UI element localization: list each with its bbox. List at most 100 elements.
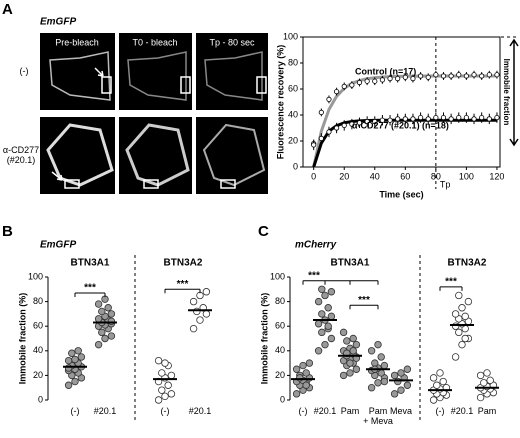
significance-label: *** bbox=[445, 276, 457, 287]
data-point bbox=[68, 349, 76, 357]
data-point bbox=[402, 116, 408, 122]
y-tick-label: 100 bbox=[270, 271, 285, 281]
data-point bbox=[417, 73, 424, 79]
group-title: BTN3A1 bbox=[71, 258, 110, 269]
data-point bbox=[374, 340, 382, 349]
data-point bbox=[94, 315, 103, 323]
data-point bbox=[314, 297, 323, 306]
group-title: BTN3A1 bbox=[331, 258, 370, 269]
data-point bbox=[456, 72, 462, 78]
data-point bbox=[98, 307, 106, 316]
significance-label: *** bbox=[308, 270, 320, 281]
data-point bbox=[94, 340, 103, 349]
data-point bbox=[327, 334, 336, 343]
y-axis-label: Immobile fraction (%) bbox=[259, 293, 269, 385]
data-point bbox=[486, 376, 494, 385]
x-tick-label: 60 bbox=[400, 171, 410, 181]
data-point bbox=[64, 381, 73, 389]
data-point bbox=[440, 73, 447, 79]
data-point bbox=[379, 117, 386, 123]
images-title: EmGFP bbox=[40, 17, 76, 28]
category-label: Pam + Meva bbox=[363, 406, 393, 426]
data-point bbox=[372, 78, 378, 84]
data-point bbox=[326, 129, 332, 135]
y-tick-label: 60 bbox=[275, 321, 285, 331]
category-label: #20.1 bbox=[93, 406, 117, 416]
data-point bbox=[327, 312, 336, 321]
y-tick-label: 40 bbox=[288, 109, 298, 119]
data-point bbox=[486, 116, 492, 122]
row-label: α-CD277 (#20.1) bbox=[2, 145, 40, 165]
data-point bbox=[333, 89, 340, 95]
data-point bbox=[402, 74, 408, 80]
y-tick-label: 40 bbox=[275, 345, 285, 355]
data-point bbox=[167, 371, 176, 380]
data-point bbox=[394, 377, 402, 386]
data-point bbox=[202, 310, 211, 318]
data-point bbox=[390, 371, 399, 380]
data-point bbox=[356, 120, 363, 126]
data-point bbox=[98, 328, 106, 337]
data-point bbox=[364, 78, 370, 84]
data-point bbox=[483, 369, 491, 377]
data-point bbox=[161, 359, 169, 367]
data-point bbox=[458, 340, 466, 349]
data-point bbox=[107, 317, 116, 325]
data-point bbox=[154, 396, 163, 404]
data-point bbox=[433, 72, 439, 78]
data-point bbox=[371, 359, 379, 367]
double-arrow bbox=[509, 38, 519, 147]
significance-label: *** bbox=[358, 295, 370, 306]
data-point bbox=[364, 118, 370, 125]
annotation: Tp bbox=[440, 179, 451, 189]
data-point bbox=[380, 377, 389, 386]
annotation: Immobile fraction bbox=[502, 59, 511, 126]
data-point bbox=[372, 118, 378, 125]
data-point bbox=[318, 109, 324, 116]
data-point bbox=[476, 371, 485, 380]
y-tick-label: 80 bbox=[33, 296, 43, 306]
data-point bbox=[464, 297, 473, 306]
panel-title: EmGFP bbox=[40, 240, 76, 251]
data-point bbox=[494, 72, 500, 78]
y-tick-label: 60 bbox=[288, 83, 298, 93]
data-point bbox=[318, 328, 326, 337]
y-tick-label: 80 bbox=[275, 296, 285, 306]
data-point bbox=[352, 340, 361, 349]
data-point bbox=[64, 364, 73, 372]
group-title: BTN3A2 bbox=[164, 258, 203, 269]
data-point bbox=[158, 386, 166, 394]
data-point bbox=[456, 115, 462, 121]
y-tick-label: 20 bbox=[275, 370, 285, 380]
category-label: (-) bbox=[298, 406, 308, 416]
data-point bbox=[296, 374, 304, 382]
data-point bbox=[451, 310, 460, 318]
data-point bbox=[479, 115, 485, 121]
data-point bbox=[94, 300, 103, 308]
data-point bbox=[324, 322, 332, 330]
data-point bbox=[463, 115, 470, 121]
data-point bbox=[410, 116, 416, 122]
data-point bbox=[167, 390, 176, 398]
data-point bbox=[390, 390, 399, 398]
y-tick-label: 20 bbox=[33, 370, 43, 380]
y-tick-label: 0 bbox=[38, 394, 43, 404]
y-tick-label: 80 bbox=[288, 57, 298, 67]
y-tick-label: 100 bbox=[28, 271, 43, 281]
data-point bbox=[314, 320, 323, 328]
category-label: Meva bbox=[389, 406, 412, 416]
x-tick-label: 100 bbox=[459, 171, 474, 181]
data-point bbox=[299, 361, 307, 370]
data-point bbox=[349, 334, 357, 343]
data-point bbox=[292, 390, 301, 398]
data-point bbox=[356, 79, 363, 86]
data-point bbox=[455, 291, 463, 300]
data-point bbox=[318, 285, 326, 293]
x-axis-label: Time (sec) bbox=[379, 189, 423, 199]
panel-label: A bbox=[2, 1, 13, 18]
data-point bbox=[349, 121, 355, 127]
data-point bbox=[321, 340, 329, 349]
data-point bbox=[71, 377, 79, 386]
data-point bbox=[486, 72, 492, 78]
data-point bbox=[77, 353, 86, 361]
